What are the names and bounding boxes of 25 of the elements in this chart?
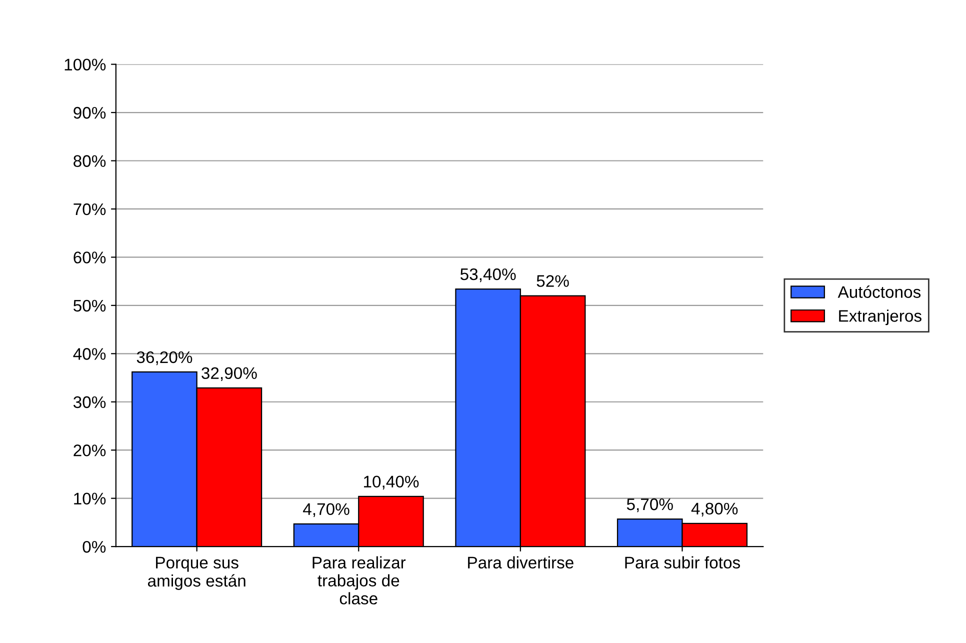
data-label: 4,80% bbox=[691, 502, 738, 517]
data-label: 32,90% bbox=[202, 367, 257, 382]
legend-label: Extranjeros bbox=[839, 310, 922, 326]
x-tick-label: Porque sus amigos están bbox=[148, 556, 246, 590]
y-tick-label: 30% bbox=[73, 396, 106, 408]
data-label: 52% bbox=[536, 275, 569, 287]
y-tick-label: 70% bbox=[74, 203, 106, 216]
x-tick-label: Para subir fotos bbox=[625, 556, 740, 569]
y-tick-label: 60% bbox=[74, 252, 106, 264]
y-tick-label: 40% bbox=[73, 348, 106, 360]
data-label: 10,40% bbox=[364, 476, 419, 490]
y-tick-label: 50% bbox=[74, 300, 106, 312]
y-tick-label: 90% bbox=[74, 106, 106, 119]
y-tick-label: 100% bbox=[64, 58, 106, 71]
x-tick-label: Para divertirse bbox=[468, 556, 574, 569]
data-label: 36,20% bbox=[136, 351, 192, 366]
y-tick-label: 20% bbox=[74, 444, 106, 456]
legend-label: Autóctonos bbox=[838, 286, 921, 298]
data-label: 53,40% bbox=[460, 268, 516, 282]
data-label: 5,70% bbox=[626, 498, 673, 512]
y-tick-label: 10% bbox=[74, 492, 106, 505]
x-tick-label: Para realizar trabajos de clase bbox=[312, 556, 406, 604]
data-label: 4,70% bbox=[303, 503, 350, 518]
y-tick-label: 80% bbox=[74, 155, 106, 167]
y-tick-label: 0% bbox=[82, 540, 106, 553]
